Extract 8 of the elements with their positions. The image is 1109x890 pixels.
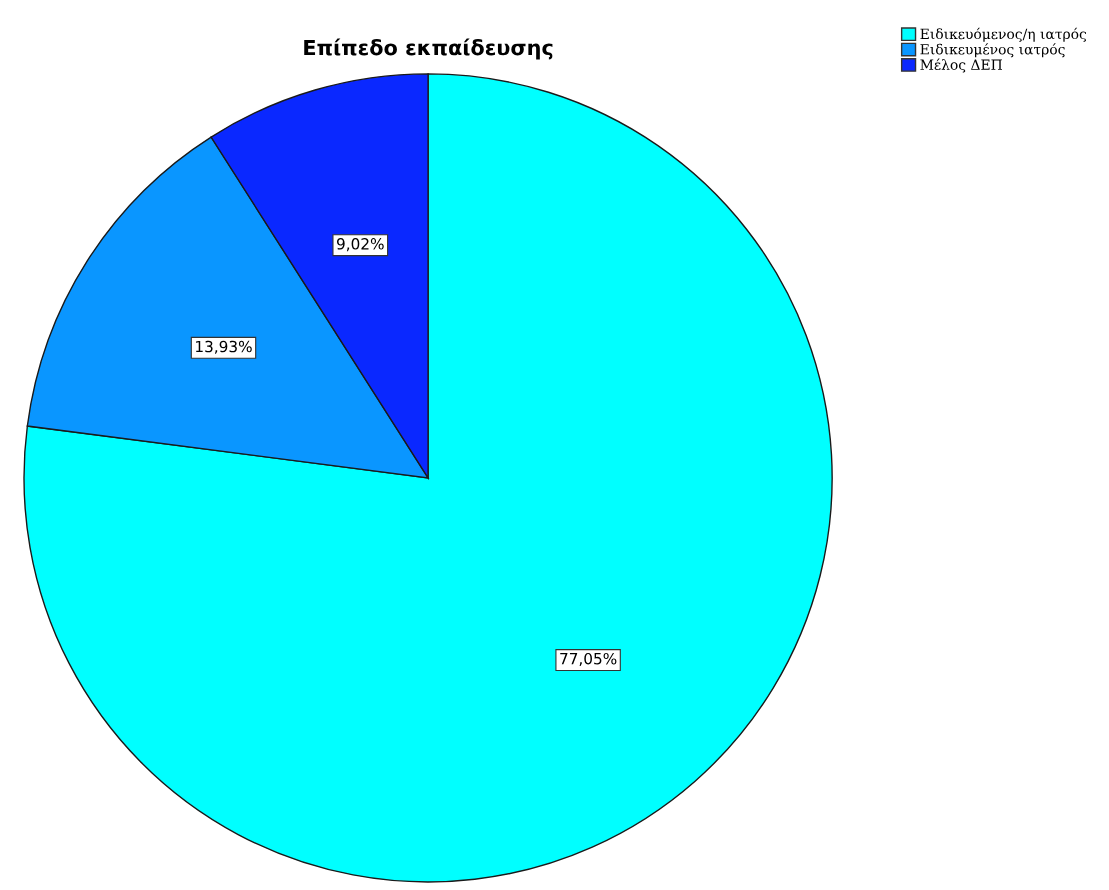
data-label: 9,02% bbox=[336, 238, 384, 252]
pie-slice bbox=[23, 73, 833, 883]
legend-label: Ειδικευόμενος/η ιατρός bbox=[920, 27, 1086, 42]
legend-label: Ειδικευμένος ιατρός bbox=[920, 43, 1065, 58]
data-label: 77,05% bbox=[560, 652, 617, 667]
legend-label: Μέλος ΔΕΠ bbox=[920, 58, 1002, 73]
text: Επίπεδο εκπαίδευσης bbox=[304, 38, 553, 60]
data-label: 13,93% bbox=[196, 340, 252, 354]
